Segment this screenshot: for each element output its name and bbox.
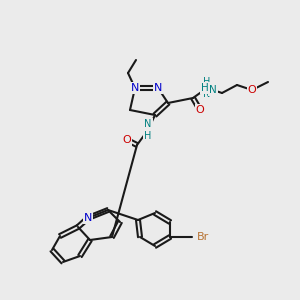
- Text: Br: Br: [197, 232, 209, 242]
- Text: N: N: [209, 85, 217, 95]
- Text: N: N: [154, 83, 162, 93]
- Text: H
N: H N: [203, 77, 211, 99]
- Text: O: O: [248, 85, 256, 95]
- Text: H: H: [201, 83, 209, 93]
- Text: N: N: [84, 213, 92, 223]
- Text: O: O: [123, 135, 131, 145]
- Text: N: N: [131, 83, 139, 93]
- Text: O: O: [196, 105, 204, 115]
- Text: N
H: N H: [144, 119, 152, 141]
